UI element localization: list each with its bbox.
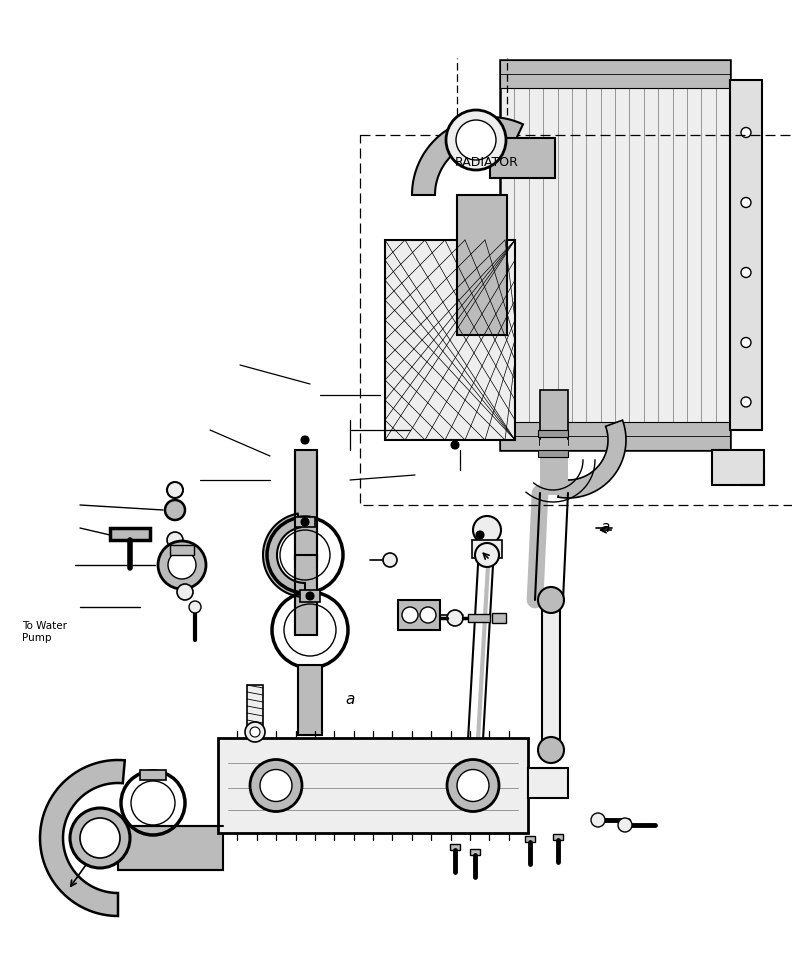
Text: a: a: [345, 692, 354, 708]
Circle shape: [456, 120, 496, 160]
Bar: [540, 390, 568, 445]
Bar: [490, 138, 555, 178]
Bar: [247, 685, 263, 727]
Circle shape: [70, 808, 130, 868]
Circle shape: [80, 818, 120, 858]
Circle shape: [446, 110, 506, 170]
Bar: [538, 450, 568, 457]
Circle shape: [167, 482, 183, 498]
Bar: [118, 826, 223, 870]
Polygon shape: [263, 514, 305, 597]
Circle shape: [741, 397, 751, 407]
Bar: [730, 80, 762, 430]
Bar: [385, 240, 515, 440]
Circle shape: [250, 760, 302, 811]
Bar: [300, 590, 320, 602]
Bar: [140, 770, 166, 780]
Text: a: a: [600, 521, 609, 535]
Circle shape: [741, 267, 751, 278]
Bar: [295, 450, 317, 560]
Bar: [525, 836, 535, 842]
Circle shape: [260, 770, 292, 802]
Bar: [295, 517, 315, 527]
Bar: [542, 600, 560, 750]
Polygon shape: [558, 420, 626, 498]
Bar: [553, 834, 563, 840]
Bar: [540, 440, 568, 495]
Bar: [218, 738, 528, 833]
Circle shape: [250, 727, 260, 737]
Circle shape: [538, 737, 564, 763]
Circle shape: [741, 128, 751, 137]
Circle shape: [167, 532, 183, 548]
Bar: [492, 613, 506, 623]
Circle shape: [618, 818, 632, 832]
Circle shape: [168, 551, 196, 579]
Bar: [398, 600, 440, 630]
Circle shape: [301, 436, 309, 444]
Bar: [468, 614, 490, 622]
Circle shape: [741, 338, 751, 348]
Polygon shape: [40, 760, 125, 916]
Bar: [470, 849, 480, 855]
Circle shape: [245, 722, 265, 742]
Circle shape: [591, 813, 605, 827]
Bar: [712, 450, 764, 485]
Circle shape: [538, 587, 564, 613]
Circle shape: [165, 500, 185, 520]
Bar: [500, 60, 730, 450]
Circle shape: [476, 531, 484, 539]
Bar: [500, 422, 730, 450]
Circle shape: [451, 441, 459, 449]
Bar: [500, 60, 730, 88]
Circle shape: [301, 518, 309, 526]
Text: RADIATOR: RADIATOR: [455, 156, 519, 168]
Circle shape: [420, 607, 436, 623]
Bar: [472, 540, 502, 558]
Polygon shape: [412, 117, 523, 195]
Bar: [110, 528, 150, 540]
Circle shape: [447, 610, 463, 626]
Circle shape: [457, 770, 489, 802]
Bar: [457, 195, 507, 335]
Circle shape: [402, 607, 418, 623]
Circle shape: [306, 592, 314, 600]
Bar: [450, 844, 460, 850]
Bar: [528, 768, 568, 798]
Text: To Water
Pump: To Water Pump: [22, 621, 67, 643]
Bar: [170, 545, 194, 555]
Circle shape: [473, 516, 501, 544]
Circle shape: [189, 601, 201, 613]
Bar: [298, 665, 322, 735]
Circle shape: [475, 543, 499, 567]
Circle shape: [741, 197, 751, 207]
Circle shape: [383, 553, 397, 567]
Bar: [538, 430, 568, 437]
Circle shape: [177, 584, 193, 600]
Bar: [360, 135, 792, 505]
Circle shape: [158, 541, 206, 589]
Circle shape: [447, 760, 499, 811]
Bar: [295, 555, 317, 635]
